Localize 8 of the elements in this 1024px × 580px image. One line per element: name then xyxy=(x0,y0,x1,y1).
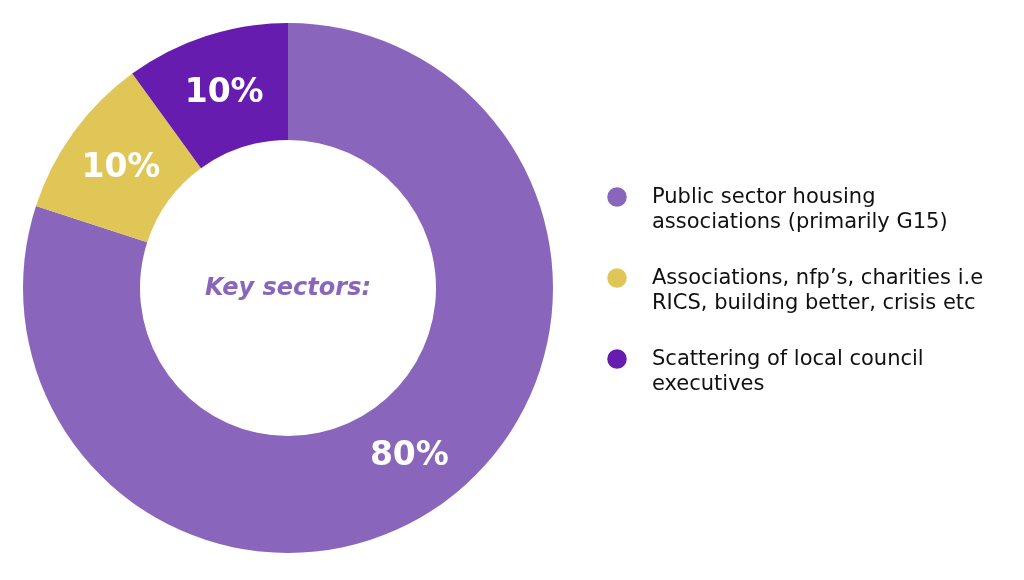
data-label: 10% xyxy=(81,145,161,185)
donut-slice xyxy=(23,23,553,553)
text: Key sectors: xyxy=(204,273,372,301)
data-label: 10% xyxy=(184,70,264,110)
legend-label: Associations, nfp’s, charities i.e RICS, building better, crisis etc xyxy=(652,265,984,314)
legend-label: Public sector housing associations (primarily G15) xyxy=(652,184,948,233)
legend-label: Scattering of local council executives xyxy=(652,346,924,395)
data-label: 80% xyxy=(369,434,449,474)
